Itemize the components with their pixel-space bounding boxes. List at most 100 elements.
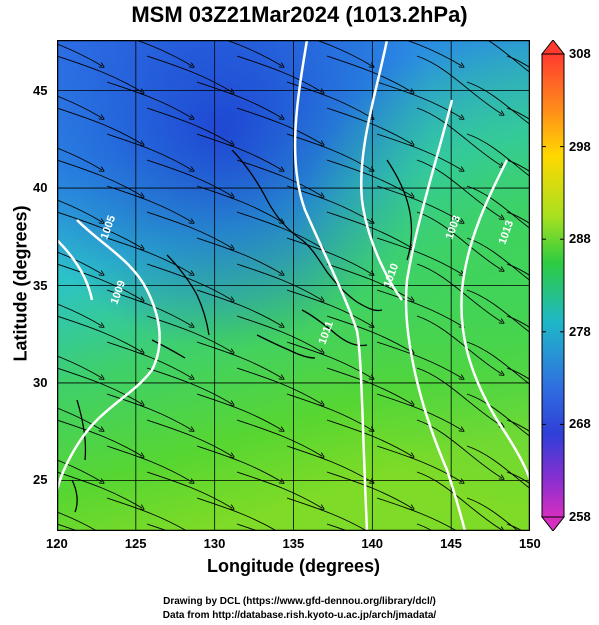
y-tick-label: 30 [33, 374, 48, 390]
streamline [506, 315, 530, 329]
streamline [146, 211, 232, 248]
streamline [57, 211, 142, 248]
streamline [196, 393, 282, 430]
streamline [57, 107, 142, 144]
streamline [376, 81, 462, 118]
streamline [236, 211, 322, 248]
streamline [196, 289, 282, 326]
streamline [314, 40, 372, 66]
streamline [376, 289, 462, 326]
y-tick-label: 45 [33, 82, 48, 98]
streamline [57, 367, 142, 404]
streamline [376, 445, 462, 482]
streamline [466, 445, 530, 490]
streamline [106, 133, 192, 170]
streamline [57, 315, 142, 352]
streamline [326, 55, 412, 92]
streamline [57, 471, 142, 508]
streamline [106, 393, 192, 430]
y-tick-label: 35 [33, 277, 48, 293]
streamline [416, 211, 502, 270]
colorbar-tick-label: 298 [569, 138, 591, 154]
streamline [196, 445, 282, 482]
streamline [376, 341, 462, 378]
colorbar [540, 40, 566, 531]
streamline [146, 107, 232, 144]
streamline [286, 81, 372, 118]
y-tick-label: 40 [33, 180, 48, 196]
streamline [416, 471, 502, 530]
y-axis-label: Latitude (degrees) [10, 205, 31, 362]
streamline [57, 95, 102, 118]
streamline [146, 263, 232, 300]
colorbar-tick-label: 268 [569, 416, 591, 432]
streamline [326, 263, 412, 300]
streamline [57, 55, 142, 92]
streamline [416, 107, 502, 166]
streamline [416, 367, 502, 426]
streamline [106, 341, 192, 378]
streamline [416, 315, 502, 374]
streamline [57, 43, 102, 66]
streamline [286, 185, 372, 222]
streamline [57, 159, 142, 196]
streamline [486, 40, 530, 74]
isobars [57, 40, 530, 531]
colorbar-tick-label: 258 [569, 509, 591, 524]
streamline [506, 263, 530, 277]
streamline [326, 523, 350, 531]
streamline [224, 40, 282, 66]
streamline [236, 367, 322, 404]
streamline [134, 40, 192, 66]
streamline [326, 315, 412, 352]
streamline [106, 445, 192, 482]
streamline [106, 289, 192, 326]
streamline [466, 81, 530, 126]
streamline [146, 367, 232, 404]
streamline [416, 523, 434, 531]
streamline [236, 263, 322, 300]
streamline [57, 523, 80, 531]
streamline [57, 263, 142, 300]
streamline [326, 211, 412, 248]
streamline [466, 289, 530, 334]
streamline [286, 445, 372, 482]
streamline [466, 237, 530, 282]
streamline [376, 497, 462, 531]
streamline [506, 55, 530, 69]
colorbar-top-arrow [540, 40, 566, 55]
streamline [466, 133, 530, 178]
streamline [466, 393, 530, 438]
streamline [236, 419, 322, 456]
streamline [57, 511, 102, 531]
y-tick-label: 25 [33, 472, 48, 488]
x-axis-label: Longitude (degrees) [206, 556, 380, 576]
x-tick-label: 130 [203, 536, 226, 551]
streamline [236, 523, 260, 531]
streamline [106, 497, 192, 531]
streamline [286, 497, 372, 531]
streamline [506, 159, 530, 173]
colorbar-tick-label: 308 [569, 46, 591, 61]
streamline [236, 159, 322, 196]
streamline [286, 289, 372, 326]
streamline [236, 471, 322, 508]
streamline [106, 81, 192, 118]
footer-credit-line: Drawing by DCL (https://www.gfd-dennou.o… [163, 596, 436, 607]
streamline [57, 199, 102, 222]
streamline [57, 251, 102, 274]
x-tick-label: 150 [519, 536, 541, 551]
streamline [146, 55, 232, 92]
streamline [106, 237, 192, 274]
streamline [146, 523, 170, 531]
streamline [416, 419, 502, 478]
footer-data-line: Data from http://database.rish.kyoto-u.a… [162, 610, 437, 621]
streamline [236, 55, 322, 92]
streamline [506, 107, 530, 121]
streamline [196, 133, 282, 170]
map-title: MSM 03Z21Mar2024 (1013.2hPa) [131, 2, 468, 27]
map-frame [57, 40, 530, 531]
streamline [506, 523, 524, 531]
streamline [57, 355, 102, 378]
